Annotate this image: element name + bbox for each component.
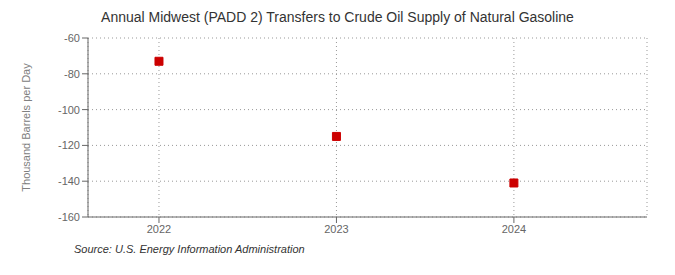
svg-text:-80: -80	[64, 68, 80, 80]
svg-text:2024: 2024	[502, 223, 526, 235]
svg-text:-100: -100	[58, 104, 80, 116]
html-text:Annual Midwest (PADD 2) Transf: Annual Midwest (PADD 2) Transfers to Cru…	[101, 9, 574, 25]
svg-text:Thousand Barrels per Day: Thousand Barrels per Day	[20, 63, 32, 192]
svg-text:-120: -120	[58, 139, 80, 151]
svg-text:-60: -60	[64, 32, 80, 44]
svg-text:-160: -160	[58, 211, 80, 223]
svg-text:2022: 2022	[147, 223, 171, 235]
html-text:Source: U.S. Energy Informatio: Source: U.S. Energy Information Administ…	[74, 243, 305, 255]
svg-text:2023: 2023	[324, 223, 348, 235]
svg-text:-140: -140	[58, 175, 80, 187]
